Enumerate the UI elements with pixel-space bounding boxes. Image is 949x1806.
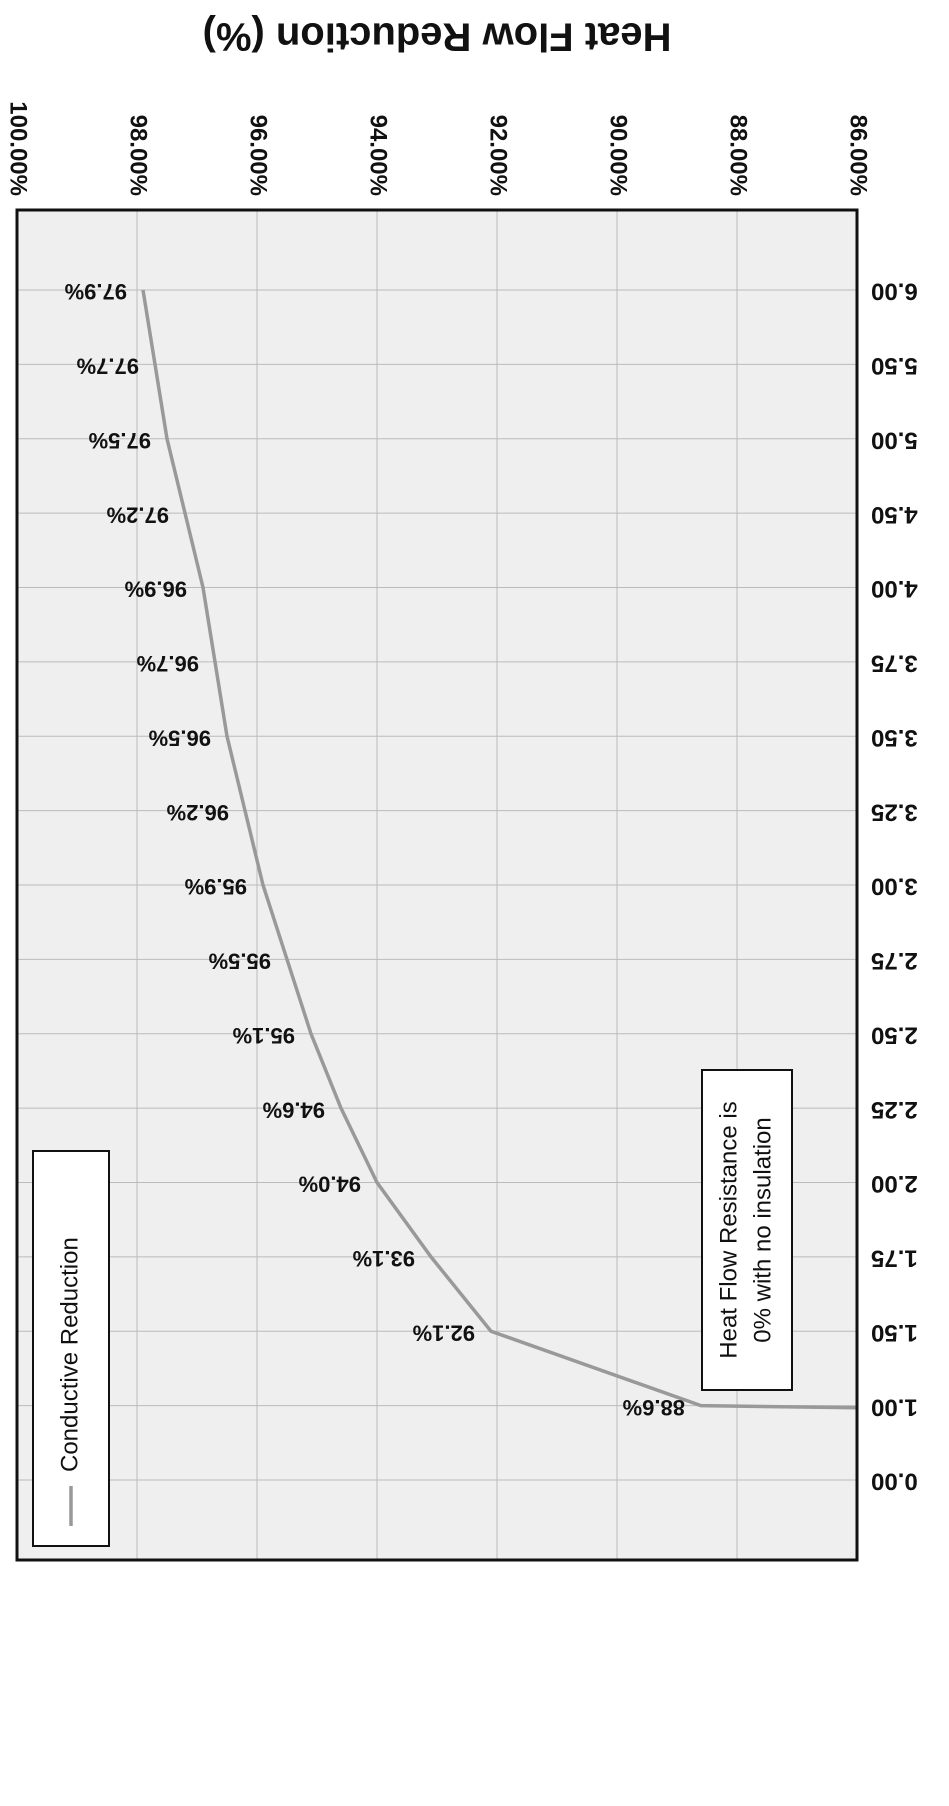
y-tick-label: 3.50	[871, 724, 918, 751]
rotated-chart: 86.00% 88.00% 90.00% 92.00% 94.00% 96.00% 98.0…	[5, 14, 918, 1562]
x-tick-label: 98.00%	[125, 115, 152, 196]
data-label: 94.6%	[263, 1097, 325, 1122]
y-tick-label: 1.50	[871, 1319, 918, 1346]
data-label: 96.9%	[125, 577, 187, 602]
y-tick-label: 2.75	[871, 947, 918, 974]
y-tick-label: 6.00	[871, 278, 918, 305]
marks	[141, 289, 857, 1410]
y-tick-label: 3.75	[871, 650, 918, 677]
y-tick-label: 0.00	[871, 1468, 918, 1495]
x-tick-label: 100.00%	[5, 101, 32, 196]
data-label: 97.5%	[89, 428, 151, 453]
data-label: 96.5%	[149, 725, 211, 750]
x-tick-label: 86.00%	[845, 115, 872, 196]
data-label: 95.5%	[209, 949, 271, 974]
data-label: 95.9%	[185, 874, 247, 899]
data-label: 94.0%	[299, 1172, 361, 1197]
data-label: 97.7%	[77, 354, 139, 379]
y-tick-label: 1.00	[871, 1393, 918, 1420]
y-tick-label: 2.50	[871, 1021, 918, 1048]
annotation-text: 0% with no insulation	[749, 1117, 776, 1342]
legend-box	[32, 1150, 110, 1547]
y-tick-label: 2.00	[871, 1170, 918, 1197]
chart-title: Heat Flow Reduction (%)	[203, 14, 672, 58]
y-tick-label: 4.50	[871, 501, 918, 528]
annotation-box	[701, 1069, 793, 1391]
data-label: 96.2%	[167, 800, 229, 825]
annotation-text: Heat Flow Resistance is	[715, 1101, 742, 1358]
y-tick-label: 3.25	[871, 798, 918, 825]
data-label: 96.7%	[137, 651, 199, 676]
x-tick-label: 90.00%	[605, 115, 632, 196]
y-tick-label: 4.00	[871, 575, 918, 602]
legend-label: Conductive Reduction	[56, 1237, 83, 1472]
y-tick-label: 5.50	[871, 352, 918, 379]
data-label: 88.6%	[623, 1395, 685, 1420]
data-label: 92.1%	[413, 1320, 475, 1345]
x-tick-label: 94.00%	[365, 115, 392, 196]
series-line	[141, 289, 857, 1410]
x-tick-label: 88.00%	[725, 115, 752, 196]
plot-frame	[15, 208, 859, 1562]
y-tick-label: 2.25	[871, 1096, 918, 1123]
data-label: 97.2%	[107, 502, 169, 527]
y-tick-label: 1.75	[871, 1245, 918, 1272]
x-tick-label: 92.00%	[485, 115, 512, 196]
labels: 86.00% 88.00% 90.00% 92.00% 94.00% 96.00% 98.0…	[5, 101, 918, 1547]
data-label: 97.9%	[65, 279, 127, 304]
x-tick-label: 96.00%	[245, 115, 272, 196]
y-tick-label: 5.00	[871, 426, 918, 453]
data-label: 93.1%	[353, 1246, 415, 1271]
y-tick-label: 3.00	[871, 873, 918, 900]
data-label: 95.1%	[233, 1023, 295, 1048]
